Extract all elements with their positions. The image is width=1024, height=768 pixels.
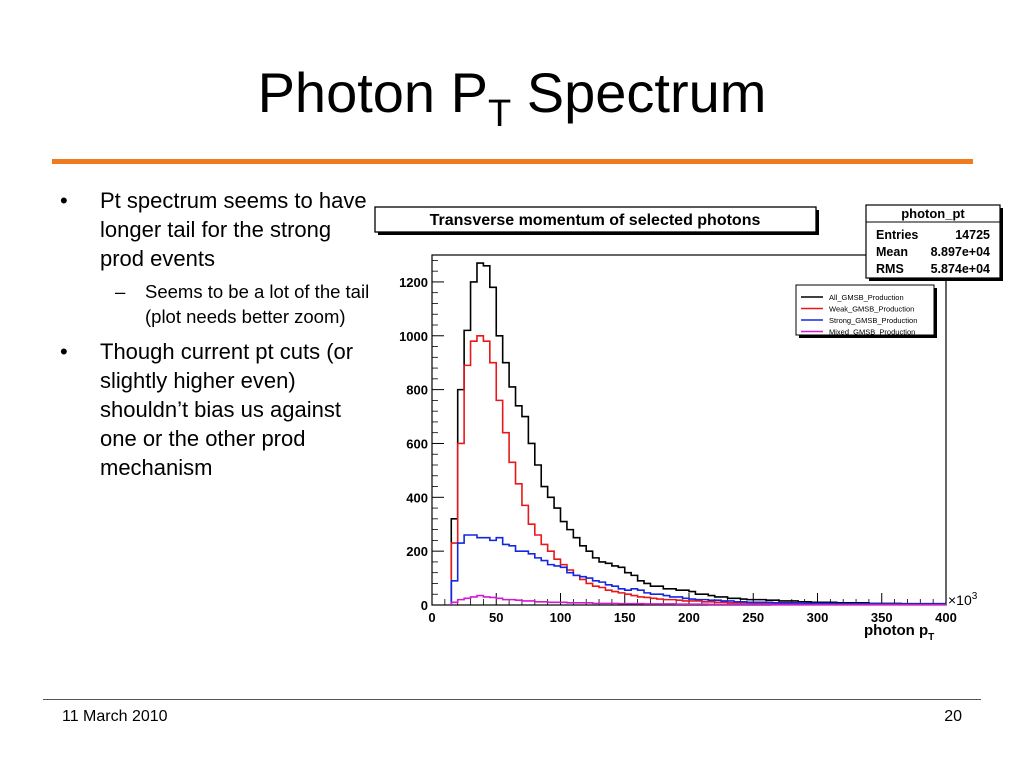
x-tick-label: 200 — [678, 610, 700, 625]
legend-box — [795, 284, 935, 336]
series-Mixed_GMSB_Production — [450, 594, 946, 606]
sub-bullet-text: Seems to be a lot of the tail (plot need… — [145, 281, 370, 327]
x-tick-label: 100 — [550, 610, 572, 625]
y-tick-label: 800 — [406, 383, 428, 398]
x-tick-label: 150 — [614, 610, 636, 625]
chart-title: Transverse momentum of selected photons — [430, 212, 761, 229]
stats-label-entries: Entries — [876, 228, 918, 242]
footer-rule — [43, 699, 981, 700]
series-All_GMSB_Production — [450, 262, 946, 605]
legend-label: Strong_GMSB_Production — [829, 316, 917, 325]
stats-box — [865, 204, 1001, 279]
x-tick-label: 50 — [489, 610, 503, 625]
chart-title-box — [374, 206, 817, 233]
title-rest: Spectrum — [511, 61, 767, 124]
y-tick-label: 600 — [406, 436, 428, 451]
stats-value-mean: 8.897e+04 — [931, 245, 990, 259]
bullet-text: Though current pt cuts (or slightly high… — [100, 339, 354, 480]
sub-bullet-item: – Seems to be a lot of the tail (plot nee… — [60, 279, 380, 329]
series-Strong_GMSB_Production — [450, 534, 946, 605]
stats-value-entries: 14725 — [955, 228, 990, 242]
chart-title-shadow-bottom — [378, 232, 819, 235]
stats-name: photon_pt — [901, 206, 965, 221]
bullet-item: • Pt spectrum seems to have longer tail f… — [60, 186, 380, 273]
bullet-dot-icon: • — [60, 339, 68, 364]
y-tick-label: 1000 — [399, 329, 428, 344]
y-tick-label: 1200 — [399, 275, 428, 290]
title-rule — [52, 159, 973, 164]
stats-label-mean: Mean — [876, 245, 908, 259]
y-tick-label: 0 — [421, 598, 428, 613]
stats-shadow-bottom — [869, 278, 1003, 281]
x-tick-label: 350 — [871, 610, 893, 625]
bullet-dot-icon: • — [60, 188, 68, 213]
x-tick-label: 300 — [807, 610, 829, 625]
stats-value-rms: 5.874e+04 — [931, 262, 990, 276]
y-tick-label: 200 — [406, 544, 428, 559]
x-axis-label: photon pT — [864, 622, 934, 643]
chart-title-shadow — [816, 210, 819, 234]
x-tick-label: 0 — [428, 610, 435, 625]
stats-shadow — [1000, 208, 1003, 281]
bullet-list: • Pt spectrum seems to have longer tail f… — [60, 186, 380, 488]
histogram-chart: Transverse momentum of selected photons … — [368, 195, 1008, 655]
title-subscript: T — [487, 93, 512, 135]
legend-shadow-bottom — [799, 335, 937, 338]
page-number: 20 — [944, 708, 962, 725]
series-group — [450, 262, 946, 606]
x-multiplier: ×103 — [948, 591, 978, 608]
slide-title: Photon PT Spectrum — [0, 58, 1024, 135]
bullet-item: • Though current pt cuts (or slightly hig… — [60, 337, 380, 482]
x-tick-label: 250 — [742, 610, 764, 625]
legend-label: All_GMSB_Production — [829, 293, 904, 302]
title-main: Photon P — [257, 61, 488, 124]
y-tick-label: 400 — [406, 490, 428, 505]
axis-ticks: 0 200 400 600 800 1000 1200 0 50 100 150 200 250 300 3… — [399, 259, 957, 625]
bullet-text: Pt spectrum seems to have longer tail fo… — [100, 188, 367, 271]
legend-label: Mixed_GMSB_Production — [829, 328, 915, 337]
dash-icon: – — [115, 281, 126, 302]
footer-date: 11 March 2010 — [62, 708, 168, 725]
x-tick-label: 400 — [935, 610, 957, 625]
legend-shadow — [934, 288, 937, 338]
legend-label: Weak_GMSB_Production — [829, 305, 914, 314]
legend-entries: All_GMSB_Production Weak_GMSB_Production S… — [801, 293, 917, 337]
stats-label-rms: RMS — [876, 262, 904, 276]
